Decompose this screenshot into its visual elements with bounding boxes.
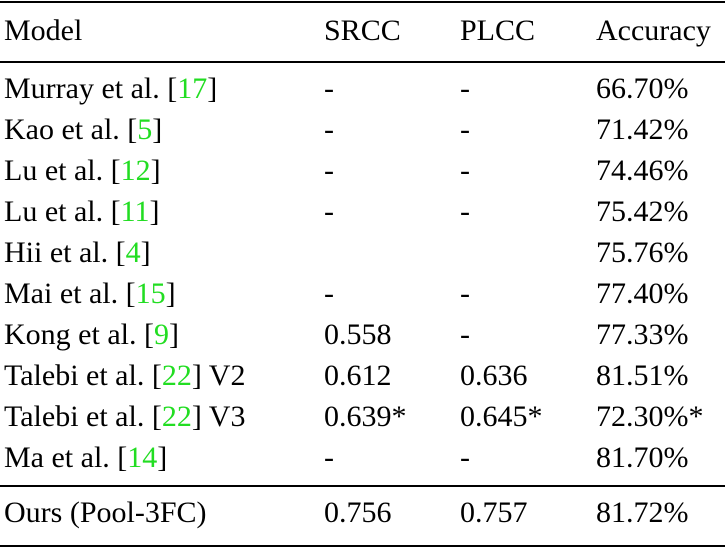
model-name: Lu et al. (4, 194, 104, 228)
model-cell: Lu et al. [11] (4, 194, 160, 228)
ours-row: Ours (Pool-3FC) 0.756 0.757 81.72% (0, 484, 727, 542)
accuracy-cell: 75.42% (596, 194, 689, 228)
plcc-cell: 0.645* (460, 399, 543, 433)
model-cell: Kong et al. [9] (4, 317, 179, 351)
citation-link[interactable]: 5 (137, 112, 153, 146)
srcc-cell (324, 232, 460, 273)
table-row: Lu et al. [12] - - 74.46% (0, 150, 727, 191)
model-name: Lu et al. (4, 153, 104, 187)
header-accuracy: Accuracy (596, 14, 711, 47)
model-name: Kao et al. (4, 112, 120, 146)
accuracy-cell: 81.51% (596, 358, 689, 392)
model-cell: Mai et al. [15] (4, 276, 176, 310)
citation-link[interactable]: 11 (120, 194, 150, 228)
plcc-cell: - (460, 112, 470, 146)
ours-srcc-cell: 0.756 (324, 496, 392, 529)
accuracy-cell: 66.70% (596, 71, 689, 105)
accuracy-cell: 72.30%* (596, 399, 704, 433)
plcc-cell: - (460, 440, 470, 474)
header-plcc: PLCC (460, 14, 536, 47)
accuracy-cell: 71.42% (596, 112, 689, 146)
ours-plcc-cell: 0.757 (460, 496, 528, 529)
citation-link[interactable]: 15 (135, 276, 166, 310)
model-name: Talebi et al. (4, 358, 145, 392)
plcc-cell: - (460, 153, 470, 187)
ours-accuracy-cell: 81.72% (596, 496, 689, 529)
srcc-cell: - (324, 440, 334, 474)
ours-model-cell: Ours (Pool-3FC) (4, 496, 207, 529)
model-name: Murray et al. (4, 71, 160, 105)
table-row: Murray et al. [17] - - 66.70% (0, 68, 727, 109)
srcc-cell: - (324, 276, 334, 310)
model-cell: Kao et al. [5] (4, 112, 163, 146)
plcc-cell: - (460, 194, 470, 228)
model-name: Mai et al. (4, 276, 119, 310)
model-cell: Lu et al. [12] (4, 153, 161, 187)
header-model: Model (4, 14, 83, 47)
citation-link[interactable]: 14 (127, 440, 158, 474)
ours-separator-rule (0, 485, 725, 487)
model-name: Talebi et al. (4, 399, 145, 433)
srcc-cell: - (324, 153, 334, 187)
table-row: Mai et al. [15] - - 77.40% (0, 273, 727, 314)
model-name: Ma et al. (4, 440, 110, 474)
header-rule (0, 61, 725, 63)
citation-link[interactable]: 17 (177, 71, 208, 105)
srcc-cell: - (324, 194, 334, 228)
model-cell: Talebi et al. [22] V3 (4, 399, 246, 433)
model-suffix: V3 (201, 399, 246, 433)
srcc-cell: 0.558 (324, 317, 392, 351)
bottom-rule (0, 545, 725, 547)
plcc-cell: - (460, 71, 470, 105)
citation-link[interactable]: 4 (125, 235, 141, 269)
accuracy-cell: 74.46% (596, 153, 689, 187)
table-row: Ma et al. [14] - - 81.70% (0, 437, 727, 478)
srcc-cell: 0.639* (324, 399, 407, 433)
srcc-cell: 0.612 (324, 358, 392, 392)
citation-link[interactable]: 22 (161, 358, 192, 392)
accuracy-cell: 75.76% (596, 235, 689, 269)
table-row: Talebi et al. [22] V2 0.612 0.636 81.51% (0, 355, 727, 396)
plcc-cell: - (460, 317, 470, 351)
top-rule (0, 1, 725, 3)
table-row: Hii et al. [4] 75.76% (0, 232, 727, 273)
plcc-cell: 0.636 (460, 358, 528, 392)
table-body: Murray et al. [17] - - 66.70% Kao et al. [5]… (0, 60, 727, 542)
model-suffix: V2 (201, 358, 246, 392)
table-row: Talebi et al. [22] V3 0.639* 0.645* 72.30%* (0, 396, 727, 437)
srcc-cell: - (324, 71, 334, 105)
table-row: Lu et al. [11] - - 75.42% (0, 191, 727, 232)
plcc-cell (460, 232, 596, 273)
model-cell: Talebi et al. [22] V2 (4, 358, 246, 392)
citation-link[interactable]: 9 (153, 317, 169, 351)
plcc-cell: - (460, 276, 470, 310)
header-row: Model SRCC PLCC Accuracy (0, 0, 727, 60)
accuracy-cell: 77.40% (596, 276, 689, 310)
model-cell: Ma et al. [14] (4, 440, 168, 474)
table-row: Kao et al. [5] - - 71.42% (0, 109, 727, 150)
citation-link[interactable]: 12 (120, 153, 151, 187)
accuracy-cell: 81.70% (596, 440, 689, 474)
citation-link[interactable]: 22 (161, 399, 192, 433)
model-cell: Murray et al. [17] (4, 71, 218, 105)
accuracy-cell: 77.33% (596, 317, 689, 351)
srcc-cell: - (324, 112, 334, 146)
table-row: Kong et al. [9] 0.558 - 77.33% (0, 314, 727, 355)
model-cell: Hii et al. [4] (4, 235, 151, 269)
header-srcc: SRCC (324, 14, 401, 47)
model-name: Hii et al. (4, 235, 109, 269)
model-name: Kong et al. (4, 317, 137, 351)
